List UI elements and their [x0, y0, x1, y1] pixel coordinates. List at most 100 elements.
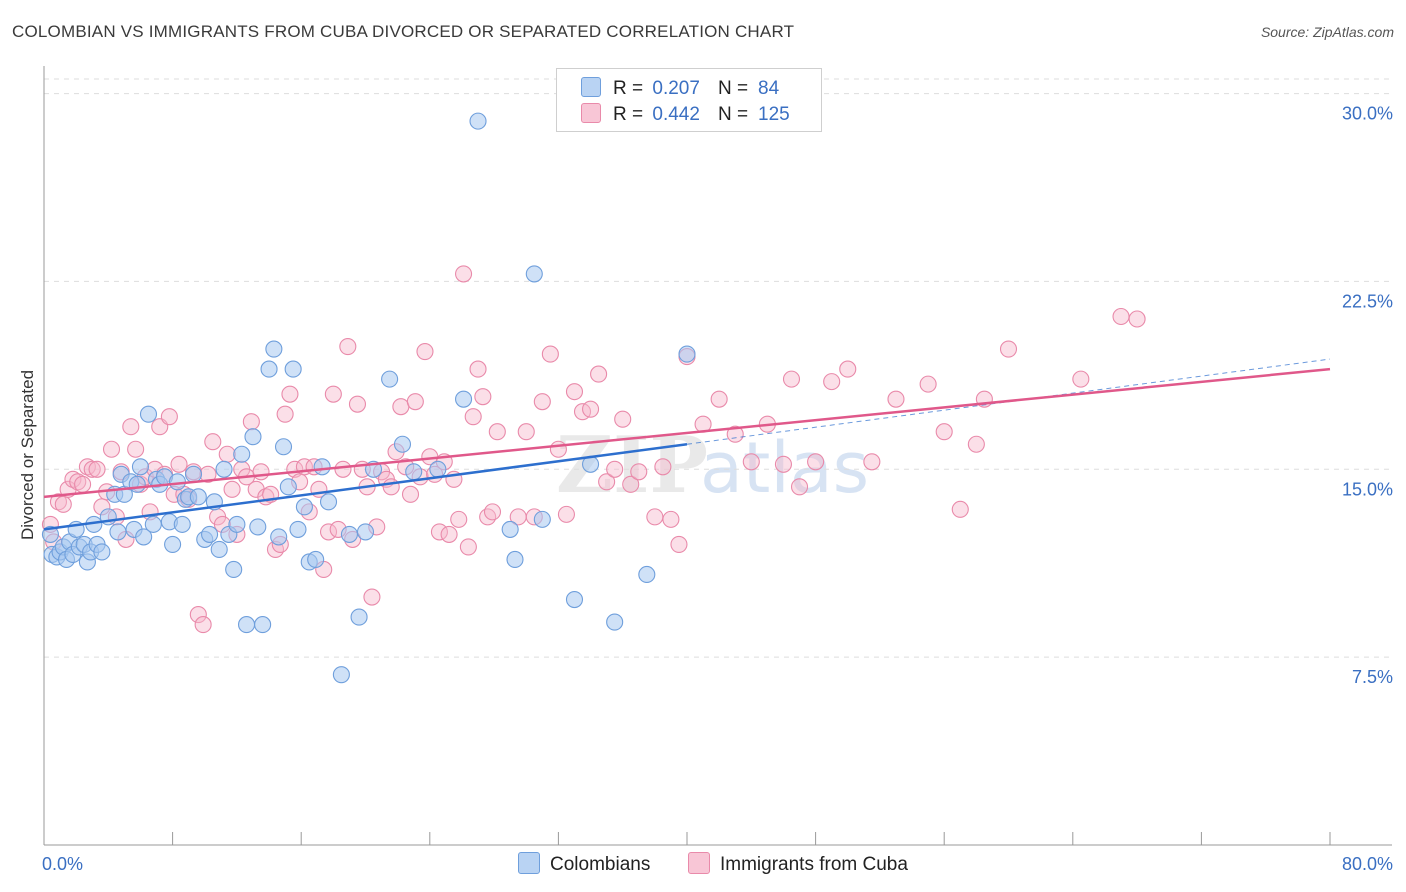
data-point-cuba — [606, 460, 624, 478]
data-point-colombians — [284, 360, 302, 378]
data-point-colombians — [93, 543, 111, 561]
data-point-cuba — [967, 435, 985, 453]
data-point-colombians — [393, 435, 412, 453]
legend-r-label: R = — [613, 104, 644, 125]
data-point-colombians — [350, 608, 368, 626]
data-point-cuba — [839, 360, 857, 378]
data-point-cuba — [670, 535, 688, 553]
data-point-colombians — [279, 478, 297, 496]
data-point-cuba — [710, 390, 728, 408]
legend-n-value: 125 — [758, 104, 790, 125]
data-point-colombians — [131, 458, 149, 476]
data-point-colombians — [565, 590, 584, 609]
data-point-cuba — [334, 460, 352, 478]
data-point-cuba — [392, 398, 410, 416]
data-point-cuba — [935, 423, 953, 441]
data-point-cuba — [430, 523, 448, 541]
data-point-cuba — [999, 340, 1018, 358]
data-point-cuba — [474, 388, 492, 406]
y-tick-label: 30.0% — [1342, 104, 1393, 124]
data-point-colombians — [501, 520, 519, 538]
data-point-cuba — [74, 475, 92, 493]
data-point-cuba — [654, 458, 672, 476]
data-point-cuba — [102, 440, 121, 458]
legend-n-value: 84 — [758, 78, 780, 99]
data-point-cuba — [1112, 307, 1130, 326]
data-point-colombians — [135, 528, 153, 546]
data-point-cuba — [440, 525, 458, 543]
watermark-atlas: atlas — [700, 427, 869, 509]
data-point-cuba — [194, 616, 212, 634]
data-point-colombians — [139, 405, 158, 423]
x-tick-labels: 0.0% 80.0% — [42, 854, 1393, 874]
data-point-cuba — [406, 393, 424, 411]
data-point-cuba — [160, 408, 178, 426]
legend-r-value: 0.442 — [652, 104, 700, 125]
data-point-cuba — [662, 510, 680, 528]
trend-line-cuba — [43, 367, 1331, 499]
data-point-colombians — [109, 523, 127, 541]
data-point-cuba — [319, 523, 338, 541]
data-point-cuba — [324, 385, 342, 403]
data-point-cuba — [348, 395, 367, 413]
data-point-cuba — [223, 480, 241, 498]
data-point-cuba — [863, 453, 881, 471]
data-point-cuba — [742, 453, 760, 471]
data-point-cuba — [469, 360, 487, 378]
watermark-zip: ZIP — [556, 420, 708, 511]
data-point-colombians — [228, 515, 246, 533]
data-point-colombians — [265, 340, 283, 358]
legend-r-value: 0.207 — [652, 78, 700, 99]
data-point-cuba — [488, 423, 506, 441]
data-point-colombians — [201, 525, 219, 543]
data-point-colombians — [260, 360, 278, 378]
gridlines — [44, 78, 1392, 658]
legend-r-label: R = — [613, 78, 644, 99]
x-tick-label: 80.0% — [1342, 854, 1393, 874]
data-point-cuba — [464, 408, 482, 426]
data-point-colombians — [295, 498, 313, 516]
data-point-colombians — [244, 428, 262, 446]
data-point-cuba — [823, 373, 841, 391]
data-point-cuba — [416, 343, 434, 361]
data-point-cuba — [204, 433, 222, 451]
data-point-cuba — [533, 393, 551, 411]
data-point-cuba — [122, 418, 140, 436]
data-point-cuba — [557, 505, 575, 523]
data-point-cuba — [252, 463, 270, 481]
bottom-legend-colombians: Colombians — [518, 852, 650, 876]
data-point-cuba — [363, 588, 381, 606]
data-point-cuba — [459, 538, 477, 556]
x-tick-label: 0.0% — [42, 854, 83, 874]
data-point-colombians — [356, 523, 375, 541]
y-axis-label: Divorced or Separated — [18, 370, 37, 540]
y-tick-label: 7.5% — [1352, 667, 1393, 687]
data-point-cuba — [590, 365, 608, 383]
bottom-legend-label: Immigrants from Cuba — [720, 854, 908, 875]
data-point-colombians — [678, 345, 696, 363]
data-point-colombians — [429, 460, 447, 478]
data-point-cuba — [242, 413, 260, 431]
data-point-colombians — [525, 265, 543, 283]
data-point-colombians — [405, 463, 423, 481]
data-point-colombians — [313, 458, 331, 476]
data-point-colombians — [606, 613, 624, 631]
data-point-cuba — [1128, 310, 1146, 328]
data-point-cuba — [517, 423, 535, 441]
data-point-cuba — [549, 440, 567, 458]
data-point-colombians — [381, 370, 399, 388]
y-tick-label: 22.5% — [1342, 291, 1393, 311]
legend: R = 0.207 N = 84 R = 0.442 N = 125 — [556, 68, 822, 132]
trend-line-colombians — [43, 442, 688, 531]
data-point-cuba — [774, 455, 793, 473]
data-point-cuba — [541, 345, 559, 363]
data-point-colombians — [41, 525, 59, 543]
data-point-cuba — [630, 463, 648, 481]
data-point-colombians — [225, 560, 243, 579]
data-point-colombians — [254, 616, 272, 634]
bottom-legend-label: Colombians — [550, 854, 651, 875]
data-point-cuba — [83, 460, 101, 478]
data-point-colombians — [210, 540, 228, 558]
data-point-colombians — [249, 518, 267, 536]
